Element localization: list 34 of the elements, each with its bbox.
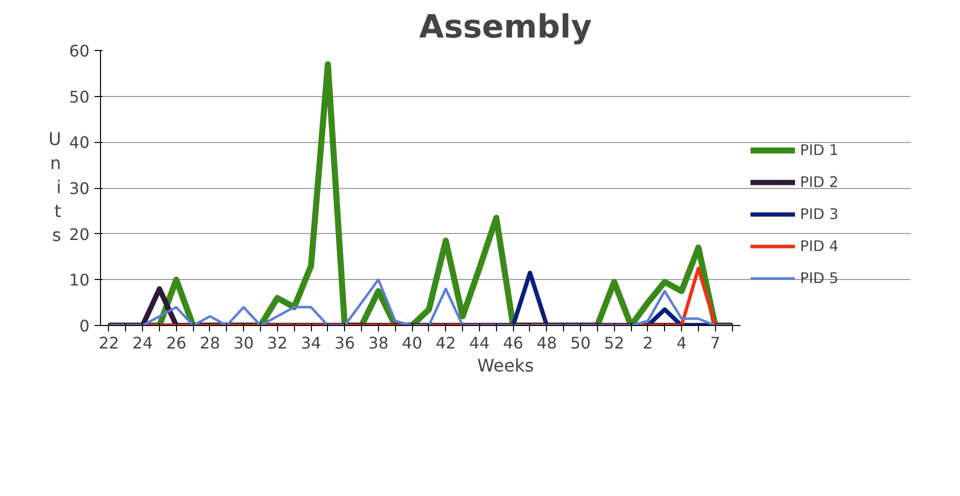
x-tick-label: 52 (604, 334, 624, 352)
y-tick-label: 20 (69, 224, 90, 244)
x-tick-label: 28 (200, 334, 220, 352)
legend-label: PID 1 (800, 142, 838, 158)
x-tick-label: 26 (166, 334, 186, 352)
legend-label: PID 4 (800, 238, 838, 254)
x-tick-label: 22 (98, 334, 120, 352)
x-tick-label: 48 (536, 334, 557, 352)
y-tick-label: 40 (69, 133, 90, 152)
x-tick-label: 38 (368, 334, 389, 352)
x-tick-label: 50 (570, 334, 591, 352)
x-tick-label: 34 (300, 334, 322, 352)
y-tick-label: 0 (79, 316, 90, 336)
y-tick-label: 30 (69, 179, 90, 198)
x-tick-label: 2 (642, 334, 653, 352)
y-tick-label: 10 (69, 270, 90, 290)
x-axis-title: Weeks (477, 356, 534, 376)
x-tick-label: 44 (469, 334, 490, 352)
legend-label: PID 2 (800, 174, 838, 190)
x-tick-label: 42 (436, 334, 456, 352)
legend-label: PID 5 (800, 270, 838, 286)
x-tick-label: 4 (676, 334, 687, 352)
y-axis-title: Units (48, 130, 62, 246)
y-tick-label: 60 (69, 42, 90, 60)
x-tick-label: 7 (710, 334, 720, 352)
x-tick-label: 46 (502, 334, 524, 352)
x-tick-label: 32 (267, 334, 288, 352)
x-tick-label: 24 (132, 334, 153, 352)
y-tick-label: 50 (69, 87, 90, 106)
chart-title: Assembly (419, 8, 592, 46)
x-tick-label: 40 (402, 334, 422, 352)
x-tick-label: 36 (334, 334, 355, 352)
x-tick-label: 30 (233, 334, 254, 352)
legend-label: PID 3 (800, 206, 838, 222)
